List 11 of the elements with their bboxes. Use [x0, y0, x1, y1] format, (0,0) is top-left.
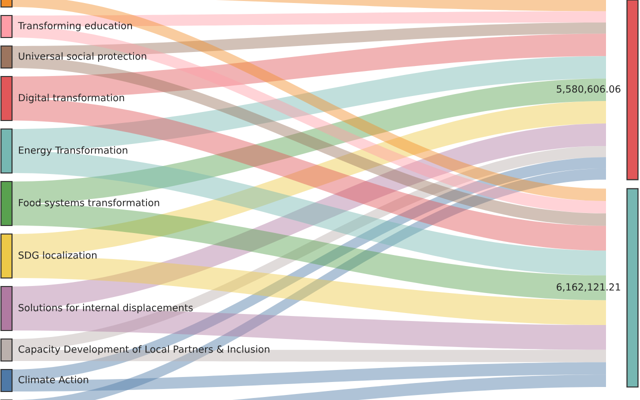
- category-label: SDG localization: [18, 251, 96, 259]
- data-label: 6,162,121.21: [556, 283, 620, 292]
- data-label: 5,580,606.06: [556, 85, 620, 94]
- category-label: Capacity Development of Local Partners & Inclusion: [18, 345, 270, 355]
- category-label: Universal social protection: [18, 52, 146, 62]
- category-label: Solutions for internal displacements: [18, 304, 193, 314]
- category-label: Digital transformation: [18, 94, 124, 104]
- category-label: Climate Action: [18, 376, 88, 384]
- category-label: Food systems transformation: [18, 198, 160, 208]
- category-label: Energy Transformation: [18, 146, 128, 156]
- category-label: Transforming education: [18, 22, 132, 32]
